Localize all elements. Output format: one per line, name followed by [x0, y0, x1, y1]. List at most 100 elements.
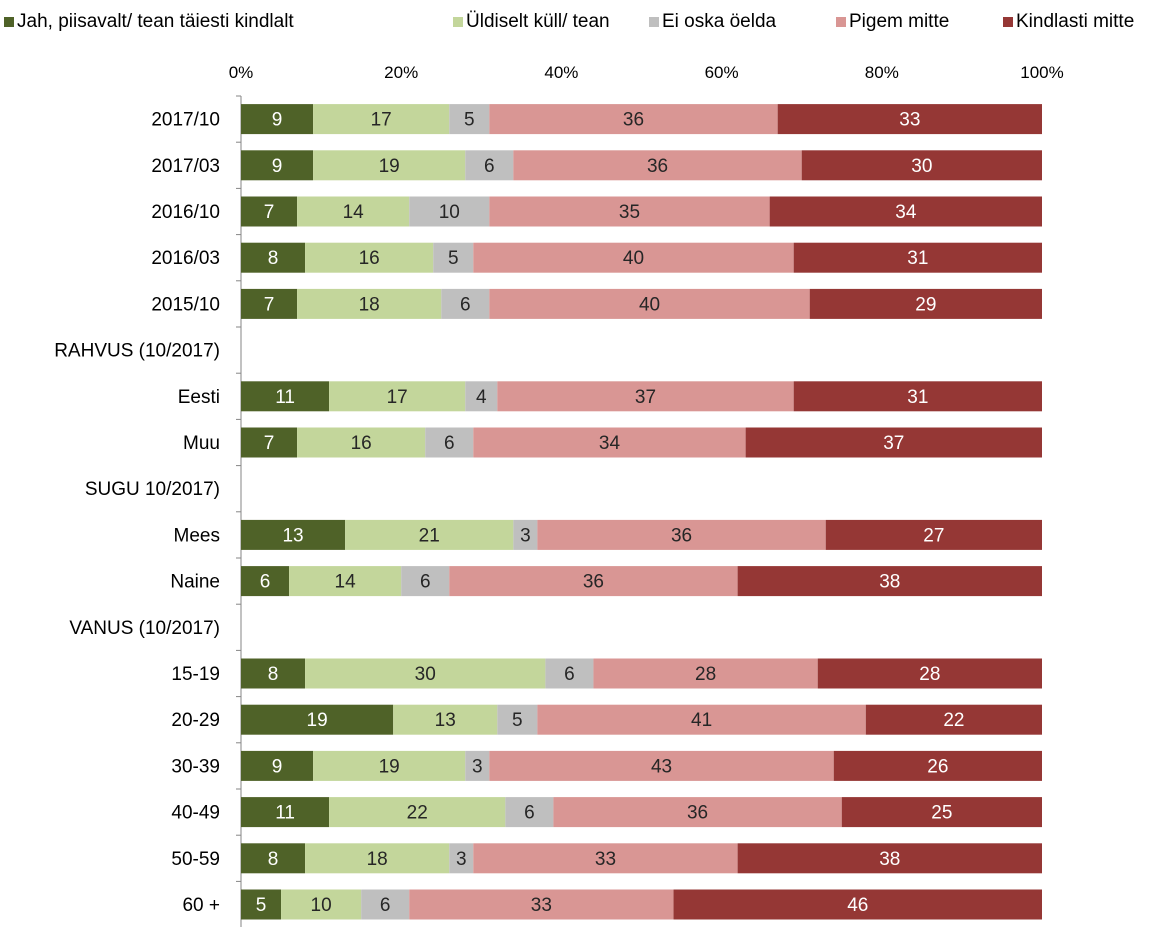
bar-value-label: 14 [343, 202, 365, 223]
bar-value-label: 9 [272, 756, 283, 777]
bar-value-label: 13 [282, 525, 303, 546]
bar-segment [241, 242, 306, 273]
bar-value-label: 8 [268, 248, 279, 269]
bar-value-label: 10 [311, 895, 332, 916]
y-category-label: VANUS (10/2017) [69, 618, 220, 639]
bar-value-label: 36 [583, 572, 604, 593]
bar-segment [833, 750, 1042, 781]
legend: Jah, piisavalt/ tean täiesti kindlalt Üld… [4, 11, 1134, 32]
bar-value-label: 7 [264, 202, 275, 223]
bar-segment [241, 196, 298, 227]
bar-value-label: 8 [268, 664, 279, 685]
bar-segment [329, 381, 466, 412]
bar-segment [241, 797, 330, 828]
bar-value-label: 33 [531, 895, 552, 916]
bar-segment [865, 704, 1042, 735]
bar-value-label: 36 [623, 110, 644, 131]
bar-segment [537, 704, 866, 735]
bar-value-label: 30 [911, 156, 932, 177]
bar-value-label: 6 [460, 294, 471, 315]
y-category-label: Eesti [178, 387, 220, 408]
bar-value-label: 22 [407, 803, 428, 824]
bar-value-label: 17 [387, 387, 408, 408]
bar-value-label: 28 [695, 664, 716, 685]
bar-segment [793, 381, 1042, 412]
bar-segment [737, 843, 1042, 874]
bar-segment [497, 704, 538, 735]
bar-segment [465, 381, 498, 412]
bar-value-label: 5 [512, 710, 523, 731]
bar-value-label: 5 [464, 110, 475, 131]
bar-value-label: 19 [379, 756, 400, 777]
bar-value-label: 14 [335, 572, 357, 593]
bar-value-label: 22 [943, 710, 964, 731]
bar-segment [513, 150, 802, 181]
bar-value-label: 37 [883, 433, 904, 454]
y-category-label: 2017/03 [151, 156, 220, 177]
bar-value-label: 16 [351, 433, 372, 454]
bar-value-label: 8 [268, 849, 279, 870]
bar-segment [593, 658, 818, 689]
bar-value-label: 33 [595, 849, 616, 870]
bar-value-label: 6 [484, 156, 495, 177]
bar-segment [297, 288, 442, 319]
legend-swatch [4, 17, 14, 27]
bar-segment [297, 196, 410, 227]
bar-value-label: 36 [671, 525, 692, 546]
bar-value-label: 16 [359, 248, 380, 269]
bar-value-label: 10 [439, 202, 460, 223]
bar-segment [313, 750, 466, 781]
x-tick-label: 80% [865, 63, 899, 82]
bar-segment [409, 889, 674, 920]
x-tick-label: 20% [384, 63, 418, 82]
bar-value-label: 3 [520, 525, 531, 546]
bar-value-label: 38 [879, 849, 900, 870]
y-category-label: 30-39 [171, 756, 220, 777]
y-category-label: RAHVUS (10/2017) [54, 341, 220, 362]
bar-value-label: 35 [619, 202, 640, 223]
bar-segment [777, 104, 1042, 135]
bar-value-label: 41 [691, 710, 712, 731]
bar-value-label: 17 [371, 110, 392, 131]
y-category-label: 50-59 [171, 849, 220, 870]
bar-segment [825, 519, 1042, 550]
y-category-label: 2015/10 [151, 294, 220, 315]
bar-value-label: 46 [847, 895, 868, 916]
bar-value-label: 33 [899, 110, 920, 131]
bar-value-label: 3 [472, 756, 483, 777]
y-category-label: 2016/03 [151, 248, 220, 269]
bar-segment [241, 658, 306, 689]
bar-segment [489, 104, 778, 135]
bar-value-label: 43 [651, 756, 672, 777]
bar-value-label: 40 [623, 248, 644, 269]
bar-segment [489, 750, 834, 781]
bar-value-label: 30 [415, 664, 436, 685]
y-category-label: Naine [170, 572, 220, 593]
bar-segment [241, 381, 330, 412]
bar-value-label: 34 [895, 202, 917, 223]
y-category-label: 2017/10 [151, 110, 220, 131]
bar-value-label: 11 [275, 387, 295, 408]
bar-value-label: 9 [272, 156, 283, 177]
bar-segment [489, 288, 810, 319]
bar-segment [449, 104, 490, 135]
legend-swatch [649, 17, 659, 27]
bar-segment [841, 797, 1042, 828]
bar-value-label: 13 [435, 710, 456, 731]
bar-segment [305, 843, 450, 874]
bar-value-label: 6 [420, 572, 431, 593]
bar-value-label: 36 [647, 156, 668, 177]
bar-segment [433, 242, 474, 273]
legend-label: Jah, piisavalt/ tean täiesti kindlalt [17, 11, 294, 32]
bar-value-label: 18 [367, 849, 388, 870]
bar-segment [345, 519, 514, 550]
bar-segment [241, 288, 298, 319]
bar-value-label: 6 [260, 572, 271, 593]
bar-segment [497, 381, 794, 412]
legend-label: Kindlasti mitte [1016, 11, 1134, 32]
bar-segment [241, 519, 346, 550]
bar-segment [289, 566, 402, 597]
bar-segment [401, 566, 450, 597]
bar-value-label: 19 [379, 156, 400, 177]
bar-segment [737, 566, 1042, 597]
